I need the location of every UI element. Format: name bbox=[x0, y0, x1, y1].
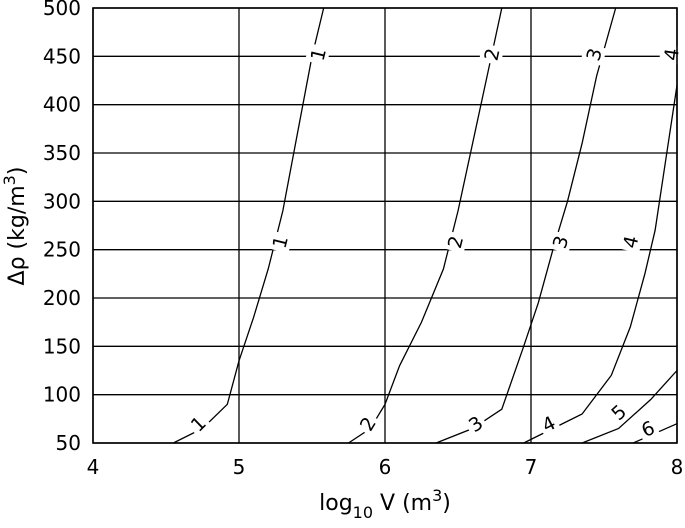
contour-line-4 bbox=[523, 85, 678, 444]
contour-label-bg bbox=[461, 409, 490, 438]
contour-label-1: 1 bbox=[269, 234, 293, 251]
grid-lines bbox=[92, 7, 678, 444]
y-tick-labels: 50 100 150 200 250 300 350 400 450 500 bbox=[43, 0, 81, 455]
contour-label-bg bbox=[635, 414, 661, 443]
contour-label-4: 4 bbox=[619, 234, 643, 251]
x-axis-label: log10 V (m3) bbox=[319, 486, 451, 522]
y-tick-label: 50 bbox=[56, 431, 81, 455]
contour-line-5 bbox=[581, 370, 678, 444]
contour-line-2 bbox=[348, 7, 503, 444]
contour-label-bg bbox=[604, 397, 633, 427]
contour-label-2: 2 bbox=[481, 46, 505, 62]
contour-label-3: 3 bbox=[583, 46, 607, 64]
contour-lines bbox=[173, 7, 678, 444]
contour-label-bg bbox=[535, 409, 562, 438]
contour-label-bg bbox=[478, 43, 505, 66]
y-tick-label: 300 bbox=[43, 189, 81, 213]
contour-label-bg bbox=[305, 43, 331, 66]
y-tick-label: 250 bbox=[43, 238, 81, 262]
contour-label-2: 2 bbox=[444, 234, 468, 251]
x-tick-label: 7 bbox=[525, 455, 538, 479]
contour-line-1 bbox=[173, 7, 325, 444]
y-tick-label: 450 bbox=[43, 44, 81, 68]
x-tick-label: 8 bbox=[671, 455, 684, 479]
x-tick-label: 4 bbox=[87, 455, 100, 479]
y-tick-label: 500 bbox=[43, 0, 81, 20]
x-tick-labels: 4 5 6 7 8 bbox=[87, 455, 684, 479]
contour-label-bg bbox=[267, 230, 293, 254]
y-axis-label: Δρ (kg/m3) bbox=[0, 167, 30, 286]
contour-label-bg bbox=[353, 410, 382, 438]
x-tick-label: 6 bbox=[379, 455, 392, 479]
contour-label-bg bbox=[617, 230, 644, 254]
plot-frame bbox=[92, 7, 678, 444]
x-tick-label: 5 bbox=[233, 455, 246, 479]
contour-label-bg bbox=[547, 230, 574, 254]
y-tick-label: 200 bbox=[43, 286, 81, 310]
y-tick-label: 400 bbox=[43, 93, 81, 117]
y-tick-label: 350 bbox=[43, 141, 81, 165]
contour-label-1: 1 bbox=[187, 412, 211, 436]
contour-line-3 bbox=[435, 7, 617, 444]
y-tick-label: 150 bbox=[43, 334, 81, 358]
contour-label-bg bbox=[442, 230, 468, 254]
contour-label-1: 1 bbox=[307, 46, 331, 63]
contour-label-4: 4 bbox=[660, 47, 684, 62]
contour-label-bg bbox=[580, 42, 607, 67]
y-tick-label: 100 bbox=[43, 383, 81, 407]
contour-label-bg bbox=[183, 409, 213, 438]
